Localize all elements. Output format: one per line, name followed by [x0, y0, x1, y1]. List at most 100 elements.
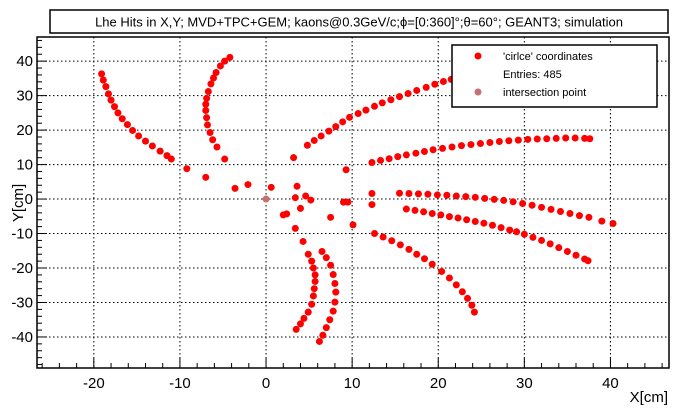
circle-coordinate-point — [420, 255, 428, 263]
circle-coordinate-point — [304, 308, 312, 316]
circle-coordinate-point — [210, 74, 218, 82]
circle-coordinate-point — [118, 115, 126, 123]
circle-coordinate-point — [291, 224, 299, 232]
y-tick-label: -10 — [11, 226, 33, 243]
circle-coordinate-point — [315, 337, 323, 345]
circle-coordinate-point — [420, 147, 428, 155]
circle-coordinate-point — [555, 244, 563, 252]
circle-coordinate-point — [202, 100, 210, 108]
y-tick-label: -40 — [11, 329, 33, 346]
circle-coordinate-point — [514, 136, 522, 144]
circle-coordinate-point — [497, 224, 505, 232]
circle-coordinate-point — [267, 183, 275, 191]
circle-coordinate-point — [293, 182, 301, 190]
circle-coordinate-point — [296, 204, 304, 212]
circle-coordinate-point — [371, 230, 379, 238]
circle-coordinate-point — [141, 137, 149, 145]
circle-coordinate-point — [513, 228, 521, 236]
circle-coordinate-point — [433, 191, 441, 199]
circle-coordinate-point — [458, 288, 466, 296]
title-box: Lhe Hits in X,Y; MVD+TPC+GEM; kaons@0.3G… — [49, 9, 669, 34]
circle-coordinate-point — [488, 221, 496, 229]
legend-marker-circle-coordinates — [474, 52, 482, 60]
intersection-point — [262, 195, 270, 203]
tick-labels: -20 -10 0 10 20 30 40 -40 -30 -20 -10 0 10 20 30 40 — [11, 53, 618, 392]
circle-coordinate-point — [470, 308, 478, 316]
circle-coordinate-point — [311, 271, 319, 279]
y-tick-label: 20 — [16, 122, 33, 139]
x-tick-label: 30 — [516, 375, 533, 392]
circle-coordinate-point — [325, 127, 333, 135]
circle-coordinate-point — [204, 87, 212, 95]
circle-coordinate-point — [439, 144, 447, 152]
circle-coordinate-point — [346, 113, 354, 121]
circle-coordinate-point — [331, 280, 339, 288]
circle-coordinate-point — [202, 106, 210, 114]
circle-coordinate-point — [538, 203, 546, 211]
circle-coordinate-point — [412, 149, 420, 157]
circle-coordinate-point — [543, 135, 551, 143]
circle-coordinate-point — [311, 277, 319, 285]
circle-coordinate-point — [464, 294, 472, 302]
plot-frame — [36, 36, 670, 369]
circle-coordinate-point — [405, 245, 413, 253]
circle-coordinate-point — [490, 195, 498, 203]
circle-coordinate-point — [342, 166, 350, 174]
legend-label-circle-coordinates: 'cirlce' coordinates — [503, 51, 593, 63]
circle-coordinate-point — [467, 141, 475, 149]
circle-coordinate-point — [291, 194, 299, 202]
circle-coordinate-point — [394, 153, 402, 161]
circle-coordinate-point — [438, 267, 446, 275]
circle-coordinate-point — [300, 314, 308, 322]
circle-coordinate-point — [538, 236, 546, 244]
x-tick-label: -20 — [83, 375, 105, 392]
circle-coordinate-point — [396, 241, 404, 249]
circle-coordinate-point — [476, 140, 484, 148]
circle-coordinate-point — [296, 320, 304, 328]
circle-coordinate-point — [290, 154, 298, 162]
y-axis-label: Y[cm] — [10, 184, 27, 222]
circle-coordinate-point — [598, 217, 606, 225]
circle-coordinate-point — [107, 96, 115, 104]
circle-coordinate-point — [571, 134, 579, 142]
circle-coordinate-point — [448, 143, 456, 151]
circle-coordinate-point — [326, 316, 334, 324]
circle-coordinate-point — [368, 190, 376, 198]
circle-coordinate-point — [309, 292, 317, 300]
circle-coordinate-point — [207, 80, 215, 88]
circle-coordinate-point — [452, 281, 460, 289]
circle-coordinate-point — [203, 94, 211, 102]
circle-coordinate-point — [213, 143, 221, 151]
circle-coordinate-point — [327, 261, 335, 269]
circle-coordinate-point — [309, 264, 317, 272]
circle-coordinate-point — [299, 237, 307, 245]
circle-coordinate-point — [529, 233, 537, 241]
circle-coordinate-point — [424, 190, 432, 198]
circle-coordinate-point — [332, 123, 340, 131]
circle-coordinate-point — [471, 193, 479, 201]
circle-coordinate-point — [468, 301, 476, 309]
circle-coordinate-point — [310, 285, 318, 293]
circle-coordinate-point — [429, 146, 437, 154]
circle-coordinate-point — [135, 132, 143, 140]
x-axis-label: X[cm] — [630, 389, 668, 406]
circle-coordinate-point — [585, 213, 593, 221]
y-tick-label: -30 — [11, 294, 33, 311]
circle-coordinate-point — [454, 214, 462, 222]
circle-coordinate-point — [563, 247, 571, 255]
circle-coordinate-point — [562, 134, 570, 142]
circle-coordinate-point — [402, 151, 410, 159]
circle-coordinate-point — [216, 62, 224, 70]
circle-coordinate-point — [443, 191, 451, 199]
circle-coordinate-point — [114, 109, 122, 117]
circle-coordinate-point — [547, 205, 555, 213]
circle-coordinate-point — [303, 141, 311, 149]
circle-coordinate-point — [385, 155, 393, 163]
circle-coordinate-point — [439, 77, 447, 85]
circle-coordinate-point — [183, 165, 191, 173]
data-points — [98, 53, 617, 345]
circle-coordinate-point — [203, 114, 211, 122]
circle-coordinate-point — [388, 237, 396, 245]
y-tick-label: 30 — [16, 88, 33, 105]
